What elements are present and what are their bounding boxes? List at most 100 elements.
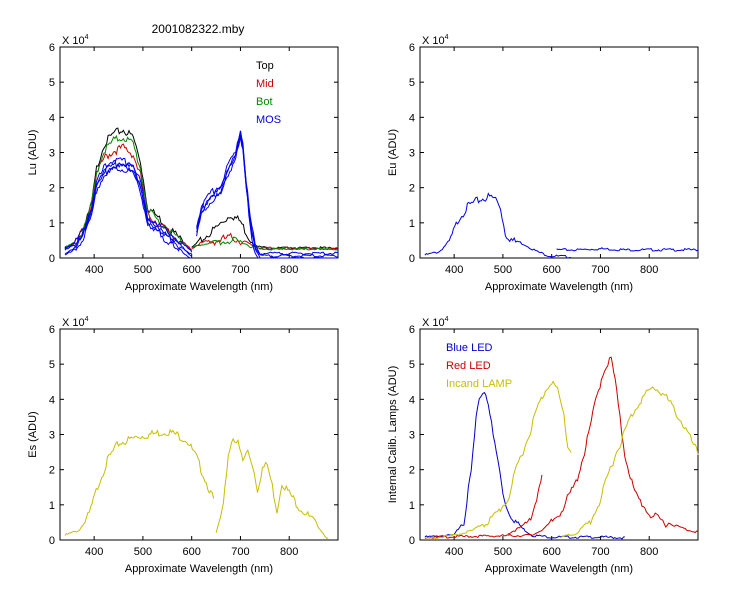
x-tick-label: 500 (134, 264, 152, 276)
series-line-mos-1 (196, 130, 339, 256)
x-tick-label: 700 (591, 264, 609, 276)
x-tick-label: 500 (494, 264, 512, 276)
x-tick-label: 800 (640, 546, 658, 558)
y-tick-label: 0 (409, 535, 415, 547)
y-tick-label: 1 (49, 500, 55, 512)
plot-frame (59, 328, 339, 541)
y-tick-label: 1 (49, 218, 55, 230)
y-axis-label: Lu (ADU) (27, 130, 39, 176)
x-tick-label: 700 (591, 546, 609, 558)
y-tick-label: 1 (409, 500, 415, 512)
series-line-mos-0 (64, 159, 192, 255)
y-tick-label: 0 (49, 253, 55, 265)
series-line-incand-lamp-1 (561, 386, 699, 538)
legend-entry: Red LED (446, 360, 491, 372)
exponent-label: X 104 (422, 34, 449, 47)
x-tick-label: 500 (494, 546, 512, 558)
series-line-mos-0 (64, 166, 192, 259)
y-tick-label: 2 (49, 183, 55, 195)
exponent-power: 4 (445, 34, 449, 41)
legend-entry: Incand LAMP (446, 378, 512, 390)
exponent-power: 4 (445, 316, 449, 323)
series-line-red-led-0 (424, 356, 699, 539)
series-line-bot-0 (64, 134, 192, 251)
legend-entry: Mid (256, 78, 274, 90)
y-tick-label: 1 (409, 218, 415, 230)
x-tick-label: 400 (445, 546, 463, 558)
y-tick-label: 6 (409, 42, 415, 54)
x-axis-label: Approximate Wavelength (nm) (125, 281, 273, 293)
series-line-eu-1 (556, 247, 699, 252)
x-tick-label: 800 (280, 546, 298, 558)
x-tick-label: 800 (280, 264, 298, 276)
y-tick-label: 3 (409, 430, 415, 442)
exponent-power: 4 (85, 316, 89, 323)
x-tick-label: 400 (85, 546, 103, 558)
legend-entry: Bot (256, 96, 273, 108)
y-tick-label: 2 (409, 183, 415, 195)
y-tick-label: 2 (409, 465, 415, 477)
y-tick-label: 4 (49, 112, 55, 124)
y-tick-label: 4 (409, 112, 415, 124)
legend-entry: Blue LED (446, 342, 493, 354)
series-line-mos-1 (196, 130, 339, 258)
y-tick-label: 3 (49, 148, 55, 160)
y-tick-label: 6 (49, 42, 55, 54)
x-axis-label: Approximate Wavelength (nm) (485, 563, 633, 575)
x-tick-label: 800 (640, 264, 658, 276)
series-line-mos-1 (196, 134, 338, 259)
y-tick-label: 4 (409, 394, 415, 406)
series-line-es-0 (64, 428, 215, 536)
chart-lu: 0 1 2 3 4 5 6 400 500 600 700 800 X 104 Approximate W… (27, 34, 339, 293)
series-line-mid-0 (64, 143, 192, 251)
y-tick-label: 2 (49, 465, 55, 477)
x-tick-label: 600 (183, 546, 201, 558)
x-axis-label: Approximate Wavelength (nm) (485, 281, 633, 293)
x-axis-label: Approximate Wavelength (nm) (125, 563, 273, 575)
x-tick-label: 600 (543, 264, 561, 276)
y-tick-label: 5 (49, 77, 55, 89)
legend-entry: MOS (256, 114, 281, 126)
exponent-label: X 104 (422, 316, 449, 329)
y-axis-label: Eu (ADU) (387, 129, 399, 176)
chart-es: 0 1 2 3 4 5 6 400 500 600 700 800 X 104 Approximate W… (27, 316, 339, 575)
x-tick-label: 700 (231, 546, 249, 558)
figure-title: 2001082322.mby (152, 22, 245, 36)
series-line-red-led-1 (507, 474, 543, 535)
series-line-mid-1 (191, 232, 339, 251)
series-line-mos-1 (196, 136, 338, 259)
y-tick-label: 5 (409, 359, 415, 371)
x-tick-label: 500 (134, 546, 152, 558)
y-tick-label: 6 (409, 324, 415, 336)
y-axis-label: Internal Calib. Lamps (ADU) (387, 366, 399, 504)
x-tick-label: 400 (85, 264, 103, 276)
y-tick-label: 0 (49, 535, 55, 547)
legend-entry: Top (256, 60, 274, 72)
y-tick-label: 0 (409, 253, 415, 265)
x-tick-label: 400 (445, 264, 463, 276)
x-tick-label: 600 (543, 546, 561, 558)
x-tick-label: 600 (183, 264, 201, 276)
y-tick-label: 3 (409, 148, 415, 160)
y-tick-label: 4 (49, 394, 55, 406)
exponent-label: X 104 (62, 316, 89, 329)
series-line-blue-led-0 (424, 391, 625, 540)
series-line-bot-1 (191, 236, 339, 251)
series-line-es-1 (215, 437, 329, 539)
y-tick-label: 5 (49, 359, 55, 371)
y-tick-label: 6 (49, 324, 55, 336)
series-line-eu-0 (424, 192, 572, 259)
series-line-top-1 (191, 214, 339, 250)
plot-frame (419, 46, 699, 259)
y-tick-label: 5 (409, 77, 415, 89)
y-axis-label: Es (ADU) (27, 411, 39, 457)
y-tick-label: 3 (49, 430, 55, 442)
chart-eu: 0 1 2 3 4 5 6 400 500 600 700 800 X 104 Approximate W… (387, 34, 699, 293)
series-line-incand-lamp-0 (424, 380, 572, 540)
chart-lamps: 0 1 2 3 4 5 6 400 500 600 700 800 X 104 Approximate W… (387, 316, 699, 575)
x-tick-label: 700 (231, 264, 249, 276)
exponent-label: X 104 (62, 34, 89, 47)
exponent-power: 4 (85, 34, 89, 41)
series-line-mos-0 (64, 162, 192, 257)
